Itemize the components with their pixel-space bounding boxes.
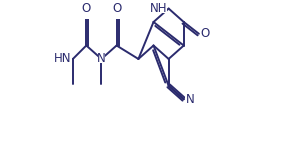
Text: NH: NH bbox=[150, 2, 167, 15]
FancyBboxPatch shape bbox=[153, 4, 167, 13]
FancyBboxPatch shape bbox=[113, 11, 120, 19]
FancyBboxPatch shape bbox=[58, 55, 72, 63]
Text: O: O bbox=[112, 2, 121, 15]
FancyBboxPatch shape bbox=[200, 30, 208, 38]
FancyBboxPatch shape bbox=[98, 55, 105, 63]
Text: O: O bbox=[82, 2, 91, 15]
FancyBboxPatch shape bbox=[185, 95, 193, 103]
FancyBboxPatch shape bbox=[82, 11, 90, 19]
Text: N: N bbox=[185, 93, 194, 106]
Text: N: N bbox=[97, 52, 106, 65]
Text: HN: HN bbox=[54, 52, 72, 65]
Text: O: O bbox=[201, 27, 210, 40]
